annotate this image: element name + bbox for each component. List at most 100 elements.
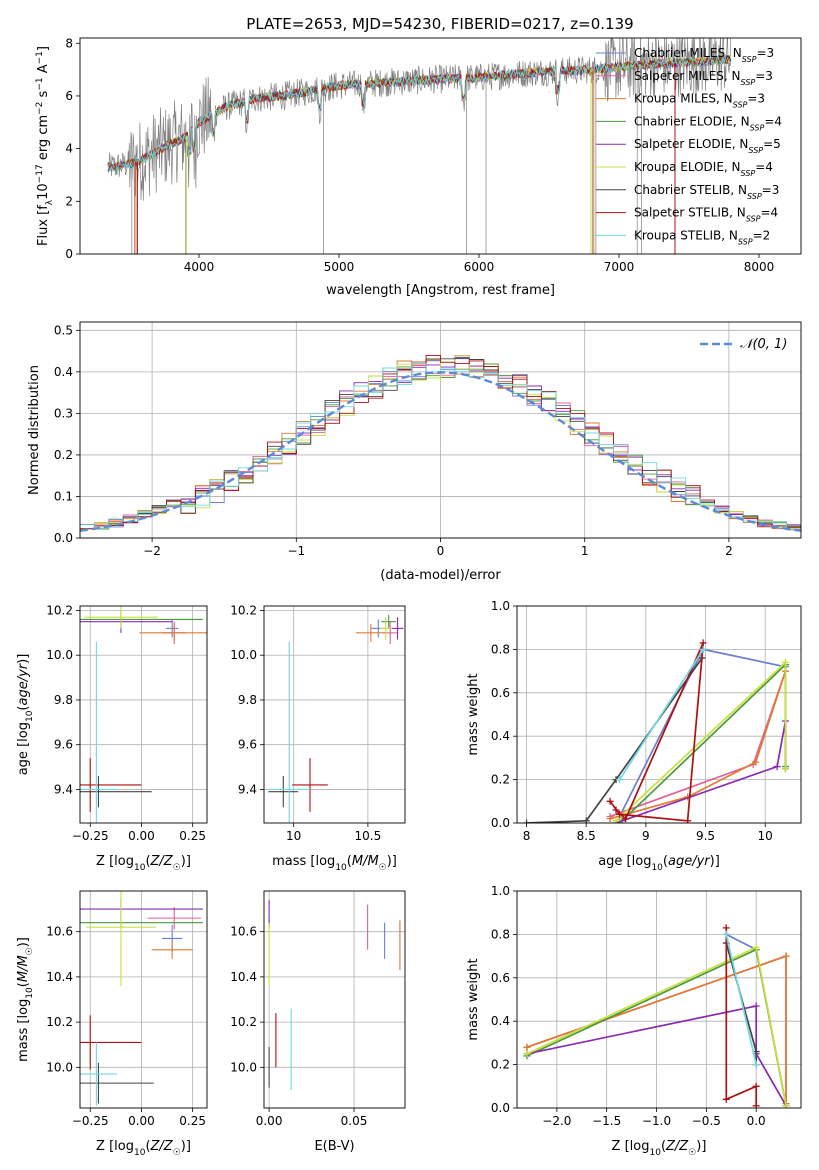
tick-label-y: 0.4 bbox=[54, 365, 73, 379]
tick-label-x: 0.0 bbox=[747, 1114, 766, 1128]
legend-label-value: =4 bbox=[760, 206, 778, 220]
tick-label-x: −0.5 bbox=[692, 1114, 721, 1128]
label-part: λ bbox=[45, 199, 55, 205]
legend-label-sub: SSP bbox=[738, 237, 753, 246]
legend-label-kroupa-elodie: Kroupa ELODIE, NSSP=4 bbox=[634, 160, 773, 178]
legend-label-name: Kroupa STELIB, N bbox=[634, 228, 738, 242]
weight-marker bbox=[616, 776, 624, 784]
errorbar-salpeter-stelib bbox=[80, 1015, 142, 1070]
tick-label-x: 10.5 bbox=[355, 829, 382, 843]
legend-label-sub: SSP bbox=[748, 146, 763, 155]
label-part: age [log bbox=[598, 854, 651, 869]
y-axis-label: Normed distribution bbox=[27, 365, 42, 495]
tick-label-y: 0.0 bbox=[491, 1101, 510, 1115]
grid bbox=[264, 891, 405, 1108]
weight-series-kroupa-stelib bbox=[722, 930, 760, 1069]
legend-label-name: Salpeter STELIB, N bbox=[634, 206, 746, 220]
weight-marker bbox=[606, 815, 614, 823]
x-axis-label: (data-model)/error bbox=[380, 568, 501, 583]
tick-label-y: 0.1 bbox=[54, 489, 73, 503]
errorbar-salpeter-stelib bbox=[292, 758, 328, 812]
weight-marker bbox=[612, 817, 620, 823]
tick-label-y: 10.0 bbox=[230, 648, 257, 662]
tick-label-y: 6 bbox=[65, 89, 73, 103]
tick-label-x: 9.5 bbox=[696, 829, 715, 843]
errorbar-kroupa-miles bbox=[139, 623, 207, 642]
weight-line bbox=[618, 648, 786, 817]
histogram-kroupa-stelib bbox=[80, 363, 801, 538]
chart-age_vs_Z: −0.25 0.00 0.259.49.69.810.010.2Z [log10(Z… bbox=[16, 603, 208, 873]
errorbar-kroupa-elodie bbox=[379, 617, 392, 640]
label-part: −1 bbox=[35, 51, 45, 64]
label-part: Z/Z bbox=[150, 854, 174, 869]
tick-label-x: 0.05 bbox=[341, 1114, 368, 1128]
weight-series-salpeter-stelib bbox=[606, 639, 707, 823]
tick-label-y: 9.8 bbox=[54, 693, 73, 707]
x-axis-label: Z [log10(Z/Z☉)] bbox=[96, 1139, 191, 1158]
legend: 𝒩(0, 1) bbox=[700, 337, 787, 352]
figure-title: PLATE=2653, MJD=54230, FIBERID=0217, z=0… bbox=[246, 15, 633, 33]
legend-label-chabrier-elodie: Chabrier ELODIE, NSSP=4 bbox=[634, 114, 782, 131]
tick-label-y: 4 bbox=[65, 142, 73, 156]
label-part: ( bbox=[661, 1139, 666, 1154]
axes: −2.0 −1.5 −1.0 −0.5 0.0 0.0 0.2 0.4 0.6 0.8 1.0 Z [… bbox=[466, 884, 802, 1158]
legend-label-value: =4 bbox=[764, 114, 782, 128]
chart-residuals: −2 −1 0 1 2 0.0 0.1 0.2 0.3 0.4 0.5 (data-model)/er… bbox=[27, 321, 802, 583]
chart-weight_vs_Z: −2.0 −1.5 −1.0 −0.5 0.0 0.0 0.2 0.4 0.6 0.8 1.0 Z [… bbox=[466, 884, 802, 1158]
x-axis-label: Z [log10(Z/Z☉)] bbox=[612, 1139, 707, 1158]
tick-label-y: 1.0 bbox=[491, 884, 510, 898]
tick-label-x: 0.00 bbox=[128, 829, 155, 843]
tick-label-x: −0.25 bbox=[72, 829, 109, 843]
label-part: ( bbox=[16, 982, 31, 987]
y-axis-label: mass weight bbox=[466, 958, 481, 1040]
legend-label-sub: SSP bbox=[741, 169, 756, 178]
errorbar-kroupa-elodie bbox=[84, 606, 158, 629]
weight-series-kroupa-stelib bbox=[616, 645, 707, 784]
tick-label-y: 10.4 bbox=[46, 970, 73, 984]
weight-line bbox=[615, 660, 787, 822]
weight-marker bbox=[773, 763, 781, 771]
errorbar-salpeter-miles bbox=[147, 906, 201, 930]
label-part: Z [log bbox=[96, 1139, 134, 1154]
tick-label-y: 0.5 bbox=[54, 323, 73, 337]
weight-series-kroupa-elodie bbox=[612, 658, 789, 823]
label-part: −1 bbox=[35, 77, 45, 90]
weight-marker bbox=[752, 1002, 760, 1010]
weight-line bbox=[526, 657, 703, 823]
tick-label-y: 10.6 bbox=[230, 925, 257, 939]
label-part: Flux [f bbox=[36, 205, 51, 246]
label-part: ( bbox=[16, 706, 31, 711]
label-part: age [log bbox=[16, 722, 31, 775]
legend-label-kroupa-miles: Kroupa MILES, NSSP=3 bbox=[634, 92, 765, 110]
tick-label-y: 10.0 bbox=[46, 648, 73, 662]
errorbar-kroupa-elodie bbox=[86, 891, 156, 986]
grid bbox=[80, 891, 207, 1108]
weight-marker bbox=[523, 1050, 531, 1058]
weight-marker bbox=[582, 817, 590, 823]
errorbar-chabrier-miles bbox=[166, 619, 179, 638]
label-part: )] bbox=[387, 854, 397, 869]
tick-label-y: 9.6 bbox=[238, 738, 257, 752]
weight-marker bbox=[782, 952, 790, 960]
weight-marker bbox=[752, 1061, 760, 1069]
label-part: ☉ bbox=[688, 1148, 696, 1158]
weight-series-chabrier-miles bbox=[616, 645, 789, 820]
spectrum-data-line bbox=[107, 38, 731, 201]
weight-marker bbox=[622, 815, 630, 823]
label-part: 10 bbox=[25, 710, 35, 722]
x-axis-label: wavelength [Angstrom, rest frame] bbox=[326, 283, 555, 298]
axes: −2 −1 0 1 2 0.0 0.1 0.2 0.3 0.4 0.5 (data-model)/er… bbox=[27, 321, 802, 583]
legend-label-value: =3 bbox=[762, 183, 780, 197]
legend-label-value: =3 bbox=[755, 69, 773, 83]
legend-label-sub: SSP bbox=[750, 123, 765, 132]
legend-label-value: =2 bbox=[753, 228, 771, 242]
weight-marker bbox=[752, 1082, 760, 1090]
weight-marker bbox=[781, 658, 789, 666]
label-part: Z/Z bbox=[150, 1139, 174, 1154]
errorbar-salpeter-elodie bbox=[391, 617, 404, 640]
axes-frame bbox=[79, 605, 208, 824]
weight-marker bbox=[523, 819, 531, 823]
